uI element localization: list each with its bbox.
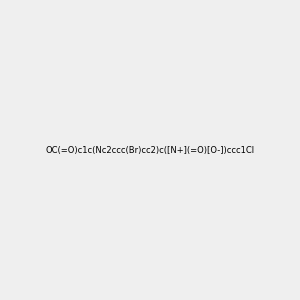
Text: OC(=O)c1c(Nc2ccc(Br)cc2)c([N+](=O)[O-])ccc1Cl: OC(=O)c1c(Nc2ccc(Br)cc2)c([N+](=O)[O-])c… (45, 146, 255, 154)
